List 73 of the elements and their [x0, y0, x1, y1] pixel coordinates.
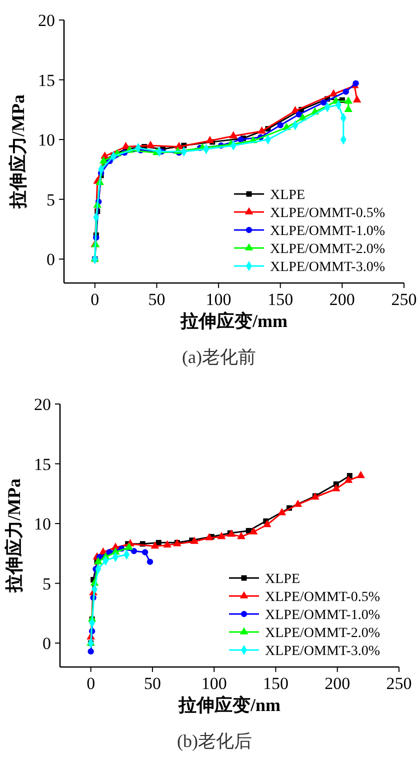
y-tick-label: 0 [46, 250, 55, 270]
legend-label: XLPE/OMMT-2.0% [265, 626, 380, 641]
point [124, 542, 134, 550]
y-tick-label: 20 [38, 11, 55, 30]
legend-label: XLPE/OMMT-2.0% [270, 242, 386, 257]
point [258, 126, 266, 134]
y-tick-label: 5 [46, 190, 55, 210]
legend-label: XLPE/OMMT-0.5% [265, 590, 380, 605]
point [237, 532, 246, 540]
point [344, 476, 353, 483]
point [94, 556, 102, 564]
point [329, 89, 338, 97]
x-tick-label: 200 [329, 290, 355, 309]
legend-label: XLPE/OMMT-3.0% [270, 260, 386, 275]
y-tick-label: 15 [34, 454, 51, 474]
x-tick-label: 200 [324, 674, 350, 693]
point [150, 541, 160, 549]
point [352, 80, 359, 86]
x-tick-label: 250 [391, 290, 417, 309]
point [294, 500, 302, 507]
point [356, 470, 365, 478]
x-tick-label: 50 [148, 290, 166, 309]
x-axis-title: 拉伸应变/mm [180, 311, 288, 331]
y-tick-label: 5 [42, 574, 51, 594]
point [163, 540, 172, 548]
point [278, 508, 286, 516]
x-tick-label: 100 [201, 674, 227, 693]
point [249, 527, 258, 534]
point [217, 532, 226, 540]
y-tick-label: 0 [42, 634, 51, 654]
point [190, 536, 199, 544]
y-axis-title: 拉伸应力/MPa [4, 478, 24, 594]
point [142, 549, 148, 556]
legend-label: XLPE/OMMT-3.0% [265, 644, 380, 659]
legend-label: XLPE [270, 188, 305, 203]
point [296, 111, 302, 118]
legend-label: XLPE/OMMT-1.0% [270, 224, 386, 239]
y-tick-label: 15 [38, 70, 55, 90]
point [205, 533, 214, 540]
point [344, 96, 353, 104]
point [344, 104, 353, 112]
x-tick-label: 0 [90, 290, 100, 309]
x-tick-label: 100 [206, 290, 232, 309]
point [352, 95, 362, 102]
legend-label: XLPE/OMMT-1.0% [265, 608, 380, 623]
legend-label: XLPE [265, 572, 300, 587]
y-tick-label: 10 [34, 514, 51, 534]
point [146, 558, 154, 565]
point [238, 136, 244, 143]
text: (b)老化后 [177, 731, 252, 751]
x-axis-title: 拉伸应变/nm [177, 695, 281, 715]
y-tick-label: 20 [34, 395, 51, 414]
point [88, 648, 94, 655]
y-axis-title: 拉伸应力/MPa [8, 94, 28, 210]
x-tick-label: 250 [386, 674, 412, 693]
point [206, 136, 214, 144]
legend-label: XLPE/OMMT-0.5% [270, 206, 386, 221]
x-tick-label: 150 [268, 290, 294, 309]
x-tick-label: 150 [262, 674, 288, 693]
point [227, 530, 236, 537]
x-tick-label: 0 [86, 674, 96, 693]
text: (a)老化前 [182, 347, 256, 367]
point [277, 122, 284, 128]
point [99, 156, 108, 164]
point [342, 88, 349, 95]
point [146, 140, 155, 148]
point [262, 520, 272, 528]
x-tick-label: 50 [144, 674, 161, 693]
point [332, 484, 340, 492]
point [229, 131, 238, 138]
y-tick-label: 10 [38, 130, 55, 150]
point [130, 548, 138, 554]
point [320, 99, 327, 106]
